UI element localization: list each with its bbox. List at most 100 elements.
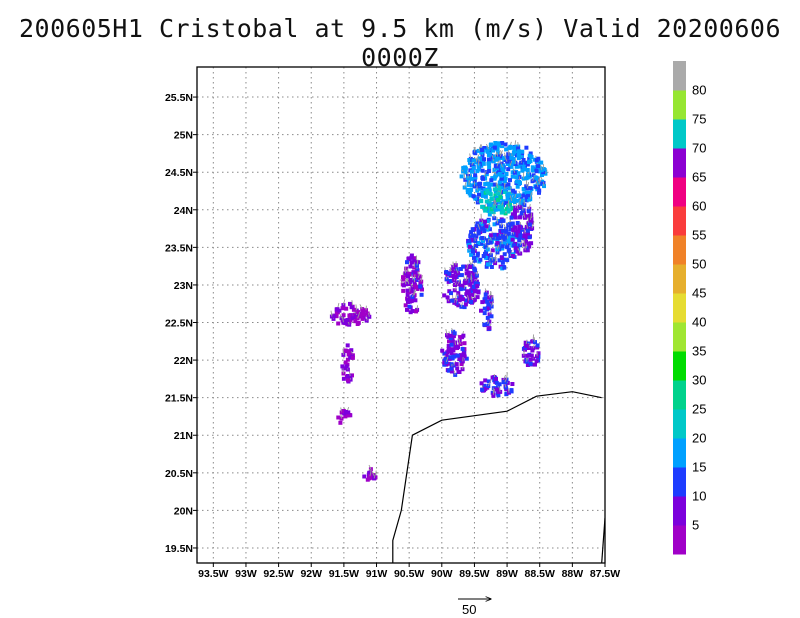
wind-cell bbox=[501, 218, 506, 223]
colorbar-segment bbox=[673, 409, 686, 439]
wind-cell bbox=[537, 188, 542, 193]
wind-region bbox=[400, 253, 424, 315]
wind-cell bbox=[513, 200, 517, 204]
wind-cell bbox=[521, 158, 526, 162]
colorbar-label: 15 bbox=[692, 460, 706, 475]
wind-cell bbox=[501, 156, 506, 161]
wind-cell bbox=[493, 207, 498, 212]
wind-cell bbox=[494, 195, 499, 200]
lat-tick-label: 24.5N bbox=[165, 167, 193, 179]
wind-region bbox=[362, 464, 378, 482]
wind-cell bbox=[475, 289, 480, 294]
wind-cell bbox=[403, 303, 408, 308]
wind-cell bbox=[523, 347, 527, 352]
wind-cell bbox=[460, 355, 465, 360]
wind-cell bbox=[446, 344, 451, 348]
wind-vector bbox=[359, 304, 363, 310]
wind-cell bbox=[466, 270, 471, 275]
wind-vector bbox=[411, 291, 415, 297]
wind-cell bbox=[453, 270, 458, 275]
wind-cell bbox=[521, 187, 526, 191]
wind-vector bbox=[420, 274, 423, 282]
wind-cell bbox=[527, 235, 532, 240]
wind-cell bbox=[511, 160, 516, 165]
lat-tick-label: 23.5N bbox=[165, 242, 193, 254]
wind-cell bbox=[477, 192, 481, 197]
wind-cell bbox=[348, 301, 352, 306]
wind-cell bbox=[409, 299, 414, 304]
wind-cell bbox=[449, 342, 454, 347]
wind-cell bbox=[517, 164, 522, 169]
wind-cell bbox=[489, 196, 494, 201]
wind-cell bbox=[338, 420, 343, 425]
wind-vector bbox=[494, 257, 497, 264]
wind-cell bbox=[497, 205, 502, 209]
wind-cell bbox=[506, 182, 511, 187]
wind-cell bbox=[524, 176, 529, 181]
wind-cell bbox=[499, 256, 504, 260]
wind-cell bbox=[498, 241, 503, 246]
wind-cell bbox=[479, 241, 483, 246]
wind-cell bbox=[449, 351, 454, 355]
wind-cell bbox=[415, 260, 419, 265]
wind-vector bbox=[478, 144, 482, 152]
wind-cell bbox=[510, 145, 515, 150]
wind-cell bbox=[466, 289, 471, 294]
wind-cell bbox=[534, 169, 539, 174]
wind-cell bbox=[367, 470, 372, 475]
wind-cell bbox=[446, 349, 451, 354]
wind-cell bbox=[509, 206, 514, 211]
wind-vector bbox=[512, 168, 516, 173]
wind-cell bbox=[483, 208, 488, 213]
wind-cell bbox=[539, 160, 544, 165]
wind-cell bbox=[462, 341, 467, 346]
wind-cell bbox=[484, 172, 489, 177]
colorbar-label: 20 bbox=[692, 431, 706, 446]
wind-cell bbox=[495, 147, 500, 152]
wind-cell bbox=[405, 297, 410, 302]
wind-cell bbox=[467, 239, 472, 243]
wind-cell bbox=[456, 345, 460, 349]
wind-cell bbox=[536, 162, 541, 166]
wind-vector bbox=[543, 181, 545, 187]
wind-cell bbox=[465, 187, 470, 192]
wind-cell bbox=[468, 265, 473, 269]
wind-cell bbox=[413, 270, 418, 275]
wind-cell bbox=[506, 192, 511, 197]
wind-vector bbox=[492, 389, 495, 395]
wind-cell bbox=[492, 232, 497, 237]
wind-cell bbox=[482, 383, 486, 388]
wind-cell bbox=[534, 158, 539, 163]
wind-cell bbox=[346, 413, 351, 418]
wind-cell bbox=[401, 277, 406, 282]
wind-cell bbox=[488, 192, 493, 197]
wind-cell bbox=[484, 199, 489, 204]
colorbar-label: 30 bbox=[692, 373, 706, 388]
wind-vector bbox=[458, 338, 461, 345]
wind-cell bbox=[536, 351, 541, 356]
wind-cell bbox=[499, 176, 504, 181]
wind-cell bbox=[504, 201, 509, 205]
wind-vector bbox=[373, 473, 377, 479]
wind-cell bbox=[418, 284, 423, 289]
wind-cell bbox=[522, 191, 527, 196]
wind-cell bbox=[461, 351, 466, 356]
wind-cell bbox=[518, 233, 523, 238]
wind-cell bbox=[458, 294, 463, 299]
wind-cell bbox=[531, 167, 536, 172]
wind-cell bbox=[480, 236, 485, 240]
wind-vector bbox=[371, 471, 375, 477]
wind-cell bbox=[511, 156, 516, 161]
wind-cell bbox=[449, 366, 454, 371]
wind-cell bbox=[486, 379, 491, 384]
wind-vector bbox=[532, 343, 535, 349]
wind-cell bbox=[481, 193, 485, 198]
wind-region bbox=[466, 213, 521, 271]
wind-cell bbox=[473, 175, 478, 180]
wind-cell bbox=[479, 199, 484, 204]
wind-vector bbox=[408, 287, 411, 293]
wind-cell bbox=[526, 214, 531, 219]
wind-cell bbox=[511, 228, 516, 232]
wind-cell bbox=[334, 314, 339, 319]
wind-vector bbox=[537, 176, 541, 182]
